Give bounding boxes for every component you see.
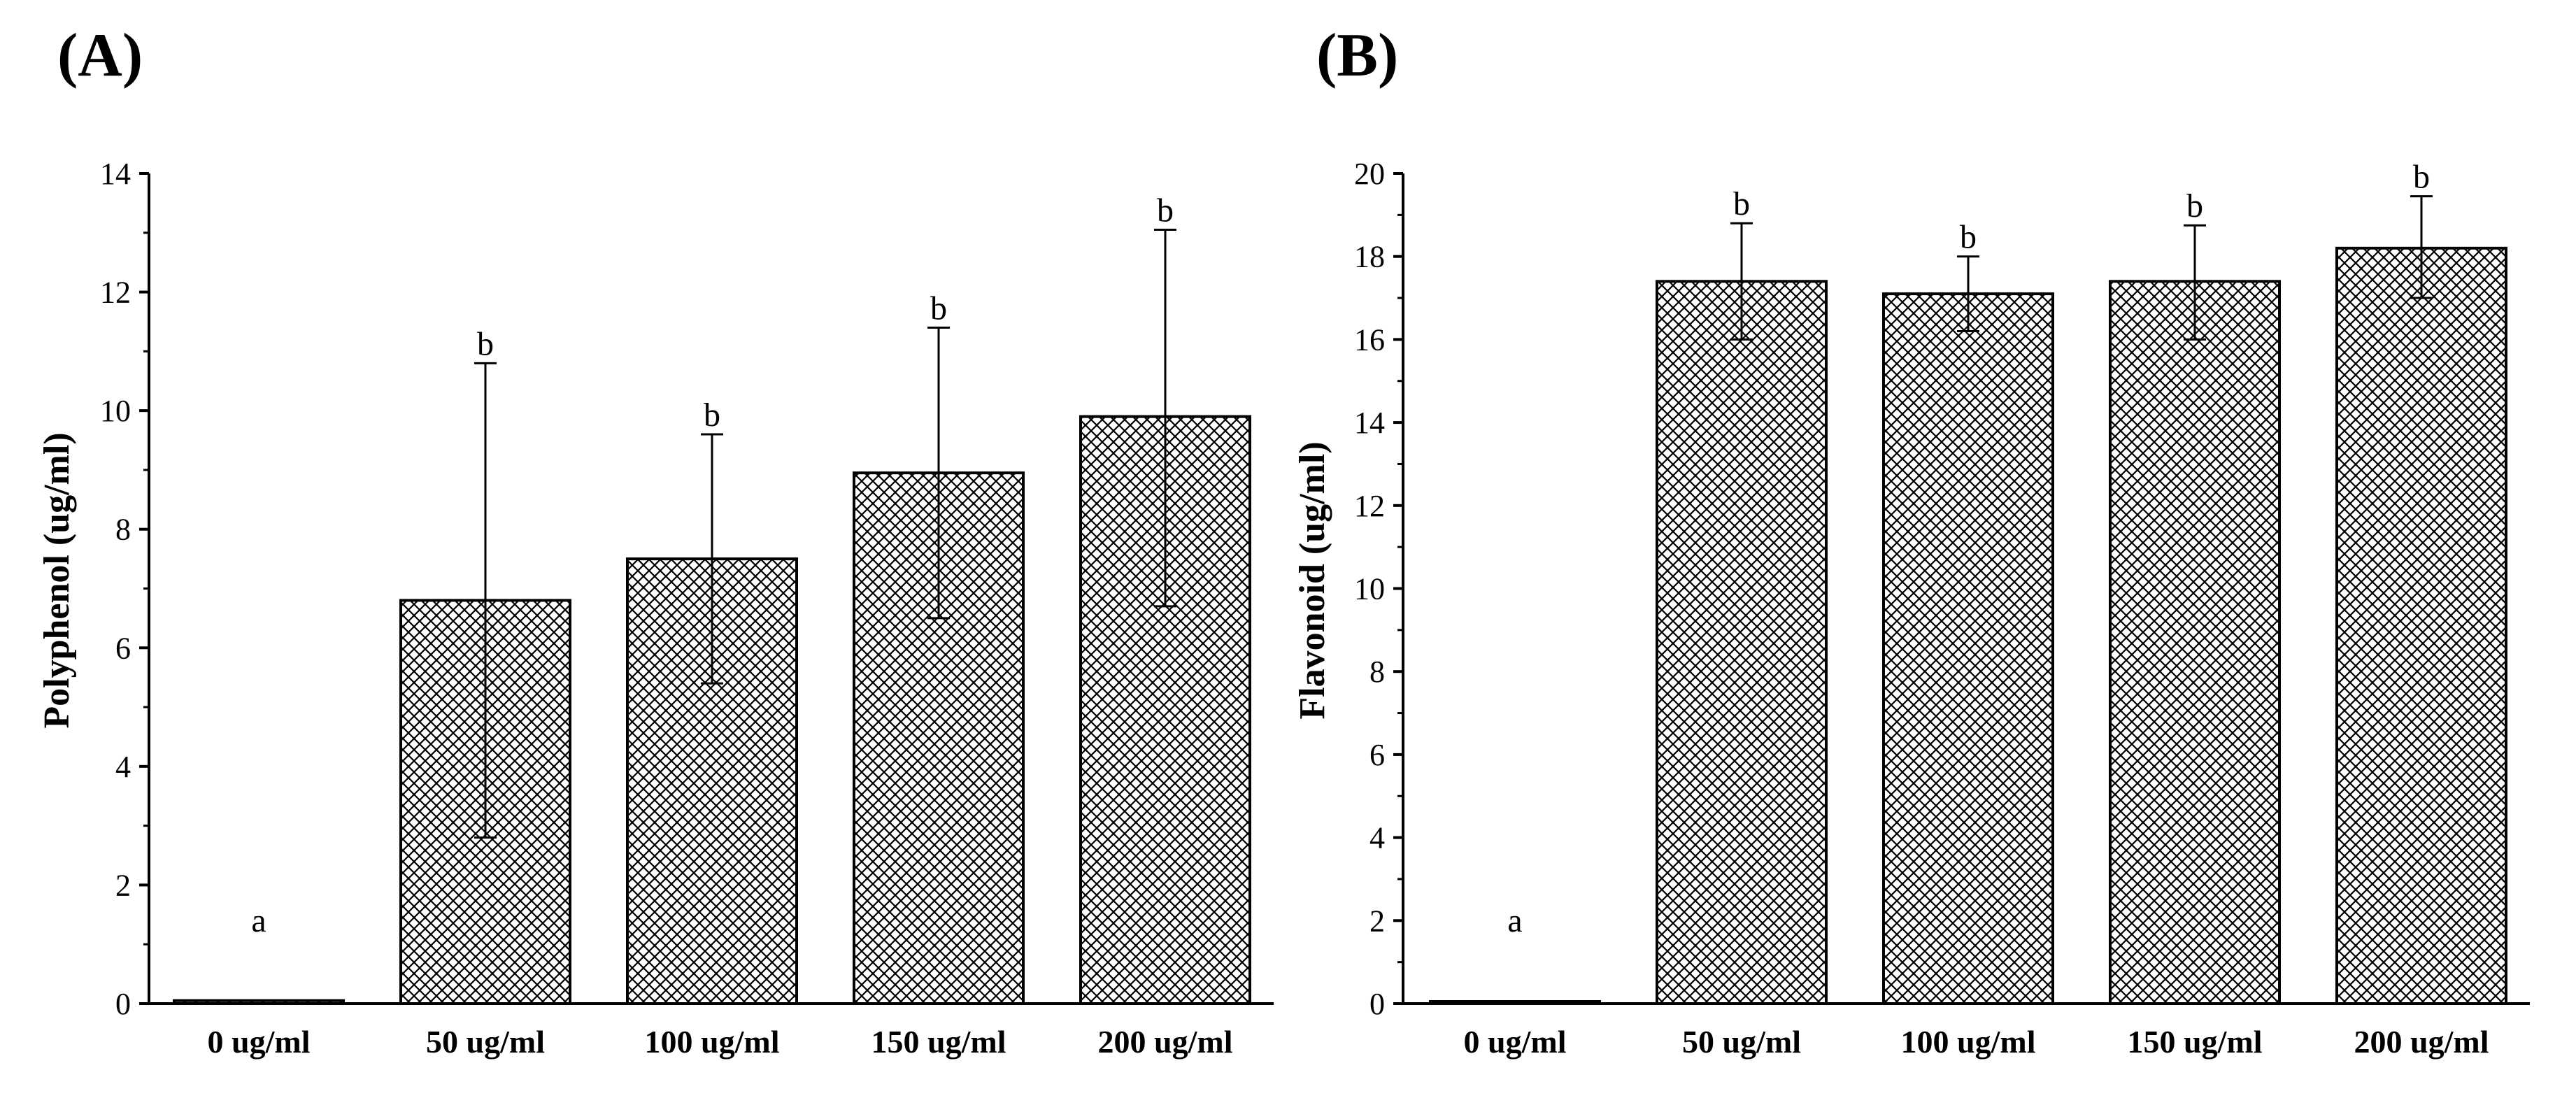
b-significance-label-1: b [1733,185,1750,222]
b-y-tick-label-9: 18 [1354,240,1385,274]
a-significance-label-1: b [477,325,494,362]
b-y-tick-label-7: 14 [1354,406,1385,440]
a-y-tick-label-7: 14 [100,157,131,191]
a-y-tick-label-2: 4 [115,750,131,784]
b-bar-3 [2109,280,2281,1005]
a-x-tick-label-2: 100 ug/ml [645,1024,780,1060]
b-significance-label-2: b [1960,219,1977,256]
panel-b-chart: (B) Flavonoid (ug/ml) 0 2 4 6 8 10 12 14 16 18 20 a… [1293,22,2530,1060]
b-y-tick-label-8: 16 [1354,322,1385,357]
b-y-tick-label-5: 10 [1354,572,1385,606]
a-y-tick-label-5: 10 [100,394,131,428]
b-x-tick-label-2: 100 ug/ml [1901,1024,2036,1060]
b-x-tick-label-1: 50 ug/ml [1682,1024,1801,1060]
b-y-tick-label-0: 0 [1369,987,1385,1021]
b-y-tick-label-10: 20 [1354,157,1385,191]
b-x-tick-label-3: 150 ug/ml [2128,1024,2263,1060]
b-significance-label-4: b [2413,159,2430,196]
b-y-tick-label-1: 2 [1369,904,1385,938]
a-y-tick-label-1: 2 [115,868,131,902]
a-y-tick-label-3: 6 [115,631,131,665]
a-bar-0 [173,999,345,1006]
b-y-tick-label-4: 8 [1369,655,1385,689]
b-bar-2 [1882,292,2054,1005]
b-x-tick-label-0: 0 ug/ml [1464,1024,1567,1060]
a-y-tick-label-4: 8 [115,513,131,547]
panel-b-label: (B) [1316,22,1398,90]
a-significance-label-4: b [1157,192,1174,229]
panel-a-y-axis-title: Polyphenol (ug/ml) [37,432,77,728]
b-significance-label-3: b [2186,187,2203,224]
panel-a-label: (A) [57,22,143,90]
a-y-tick-label-0: 0 [115,987,131,1021]
b-y-tick-label-3: 6 [1369,738,1385,772]
panel-a-chart: (A) Polyphenol (ug/ml) 0 2 4 6 8 10 12 14 a 0 ug/… [37,22,1274,1060]
a-significance-label-3: b [930,290,947,327]
a-significance-label-0: a [251,902,266,939]
b-bar-1 [1656,280,1828,1005]
b-y-tick-label-2: 4 [1369,821,1385,855]
panel-a-plot-area: 0 2 4 6 8 10 12 14 a 0 ug/ml b 50 ug/ml b 100 ug/ml b 1… [100,157,1274,1060]
a-x-tick-label-4: 200 ug/ml [1098,1024,1233,1060]
a-x-tick-label-1: 50 ug/ml [426,1024,545,1060]
b-significance-label-0: a [1507,902,1522,939]
b-x-tick-label-4: 200 ug/ml [2354,1024,2489,1060]
b-y-tick-label-6: 12 [1354,489,1385,523]
a-y-tick-label-6: 12 [100,276,131,310]
a-x-tick-label-0: 0 ug/ml [208,1024,311,1060]
a-significance-label-2: b [704,397,720,434]
panel-b-y-axis-title: Flavonoid (ug/ml) [1293,441,1332,719]
b-bar-4 [2335,246,2507,1006]
panel-b-plot-area: 0 2 4 6 8 10 12 14 16 18 20 a 0 ug/ml b 50 ug/ml b 100 u… [1354,157,2530,1060]
b-bar-0 [1429,1000,1601,1005]
a-x-tick-label-3: 150 ug/ml [871,1024,1006,1060]
